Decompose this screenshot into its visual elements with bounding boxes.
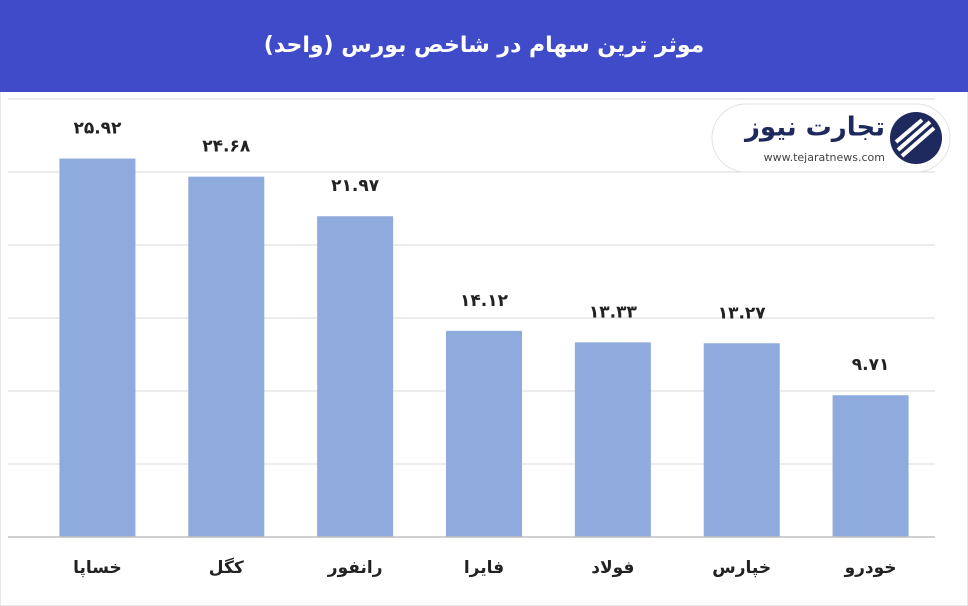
x-tick-label: فایرا: [464, 558, 504, 578]
chart-title: موثر ترین سهام در شاخص بورس (واحد): [264, 33, 705, 58]
bar: [59, 158, 136, 537]
bar: [703, 343, 780, 537]
logo-url: www.tejaratnews.com: [764, 151, 885, 164]
x-tick-label: کگل: [209, 557, 244, 578]
value-label: ۲۵.۹۲: [73, 119, 122, 139]
bar: [832, 395, 909, 537]
value-label: ۲۴.۶۸: [202, 137, 251, 157]
logo-icon-lines: [894, 118, 936, 158]
bar: [188, 176, 265, 537]
x-tick-label: خپارس: [712, 558, 771, 578]
logo-name: تجارت نیوز: [743, 113, 885, 143]
x-tick-label: فولاد: [591, 558, 634, 578]
x-tick-label: خودرو: [844, 558, 897, 578]
value-label: ۱۴.۱۲: [460, 291, 509, 311]
value-label: ۱۳.۳۳: [589, 302, 638, 322]
title-bar: [0, 0, 968, 92]
bar: [317, 216, 394, 537]
x-tick-label: خساپا: [73, 558, 122, 578]
logo-box: [711, 103, 951, 173]
x-tick-label: رانفور: [327, 558, 383, 578]
logo: تجارت نیوز www.tejaratnews.com: [711, 103, 951, 173]
bar: [574, 342, 651, 537]
value-label: ۱۳.۲۷: [718, 303, 767, 323]
value-label: ۲۱.۹۷: [331, 176, 380, 196]
bar: [446, 330, 522, 537]
value-label: ۹.۷۱: [852, 355, 890, 375]
